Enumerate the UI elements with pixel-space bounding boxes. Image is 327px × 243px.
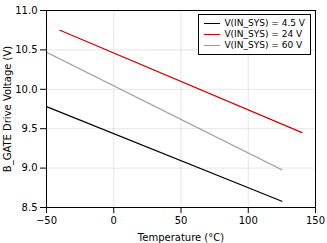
svg-text:100: 100 (239, 215, 258, 226)
svg-text:Temperature (°C): Temperature (°C) (137, 232, 224, 243)
html-text:V(IN_SYS) = 4.5 V: V(IN_SYS) = 4.5 V (224, 18, 305, 28)
svg-text:50: 50 (175, 215, 188, 226)
svg-text:10.0: 10.0 (15, 84, 37, 95)
svg-text:−50: −50 (36, 215, 57, 226)
html-text:V(IN_SYS) = 24 V: V(IN_SYS) = 24 V (224, 29, 303, 39)
svg-text:11.0: 11.0 (15, 5, 37, 16)
svg-text:9.5: 9.5 (22, 123, 38, 134)
svg-text:9.0: 9.0 (22, 162, 38, 173)
svg-text:B_GATE Drive Voltage (V): B_GATE Drive Voltage (V) (2, 46, 14, 173)
svg-text:8.5: 8.5 (22, 202, 38, 213)
svg-text:10.5: 10.5 (15, 44, 37, 55)
svg-text:0: 0 (111, 215, 117, 226)
html-text:V(IN_SYS) = 60 V: V(IN_SYS) = 60 V (224, 40, 303, 50)
svg-text:150: 150 (306, 215, 325, 226)
